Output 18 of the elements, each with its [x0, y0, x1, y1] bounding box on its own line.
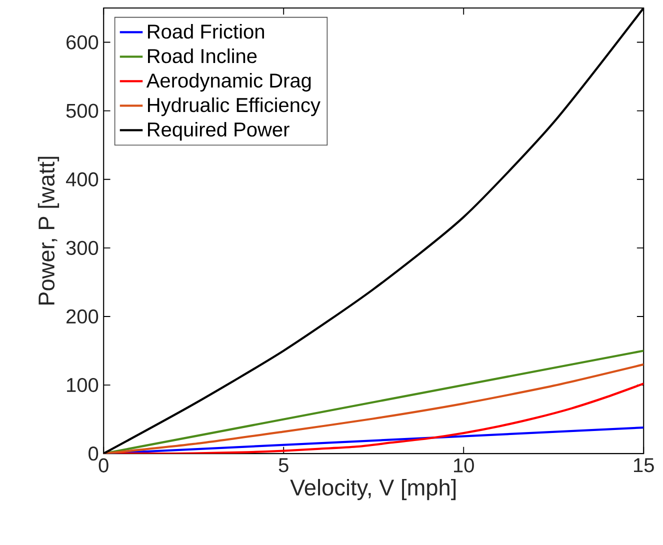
x-tick-label: 10	[454, 458, 474, 472]
y-tick-label: 200	[66, 309, 98, 324]
y-tick-label: 400	[66, 172, 98, 186]
x-tick-label: 5	[278, 458, 288, 472]
legend-label: Road Incline	[148, 48, 257, 64]
legend-label: Road Friction	[148, 24, 264, 39]
y-tick-label: 500	[66, 104, 98, 118]
x-tick-label: 15	[634, 458, 654, 472]
x-tick-label: 0	[98, 458, 108, 472]
legend-label: Hydrualic Efficiency	[148, 97, 320, 116]
y-axis-title: Power, P [watt]	[38, 156, 60, 305]
y-tick-label: 100	[67, 378, 98, 392]
legend-label: Aerodynamic Drag	[146, 72, 311, 92]
y-tick-label: 600	[66, 35, 98, 50]
x-axis-title: Velocity, V [mph]	[290, 478, 456, 500]
y-tick-label: 300	[66, 240, 98, 255]
y-tick-label: 0	[88, 446, 98, 461]
legend-label: Required Power	[148, 122, 290, 141]
